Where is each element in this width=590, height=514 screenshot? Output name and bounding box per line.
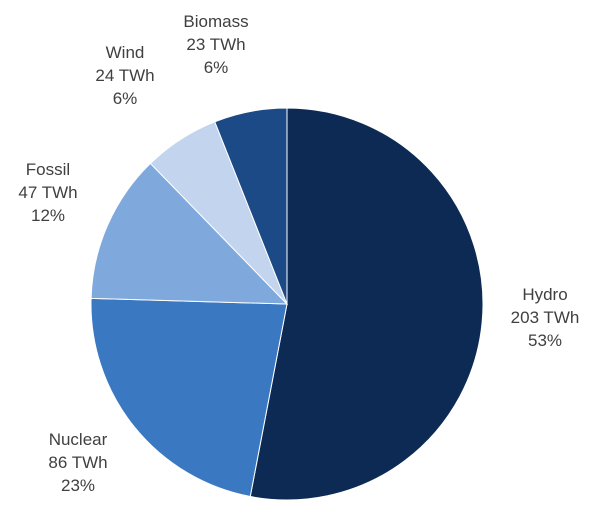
- slice-label-wind-name: Wind: [106, 43, 145, 62]
- slice-label-wind-percent: 6%: [113, 89, 138, 108]
- slice-label-nuclear-percent: 23%: [61, 476, 95, 495]
- pie-slice-nuclear: [90, 297, 288, 498]
- slice-label-fossil-value: 47 TWh: [18, 183, 77, 202]
- slice-label-nuclear: Nuclear 86 TWh 23%: [48, 430, 107, 495]
- slice-label-fossil: Fossil 47 TWh 12%: [18, 160, 77, 225]
- slices-layer: [90, 107, 484, 501]
- slice-label-biomass-name: Biomass: [183, 12, 248, 31]
- slice-label-fossil-name: Fossil: [26, 160, 70, 179]
- labels-layer: Hydro 203 TWh 53% Nuclear 86 TWh 23% Fossil 47 …: [18, 12, 579, 495]
- slice-label-hydro-value: 203 TWh: [511, 308, 580, 327]
- slice-label-nuclear-value: 86 TWh: [48, 453, 107, 472]
- slice-label-hydro-percent: 53%: [528, 331, 562, 350]
- slice-label-wind: Wind 24 TWh 6%: [95, 43, 154, 108]
- pie-slice-biomass: [214, 107, 288, 305]
- slice-label-biomass-value: 23 TWh: [186, 35, 245, 54]
- slice-label-hydro: Hydro 203 TWh 53%: [511, 285, 580, 350]
- slice-label-fossil-percent: 12%: [31, 206, 65, 225]
- slice-label-biomass-percent: 6%: [204, 58, 229, 77]
- slice-label-nuclear-name: Nuclear: [49, 430, 108, 449]
- slice-label-hydro-name: Hydro: [522, 285, 567, 304]
- pie-slice-fossil: [90, 162, 289, 305]
- slice-label-biomass: Biomass 23 TWh 6%: [183, 12, 248, 77]
- slice-label-wind-value: 24 TWh: [95, 66, 154, 85]
- pie-slice-hydro: [249, 107, 484, 501]
